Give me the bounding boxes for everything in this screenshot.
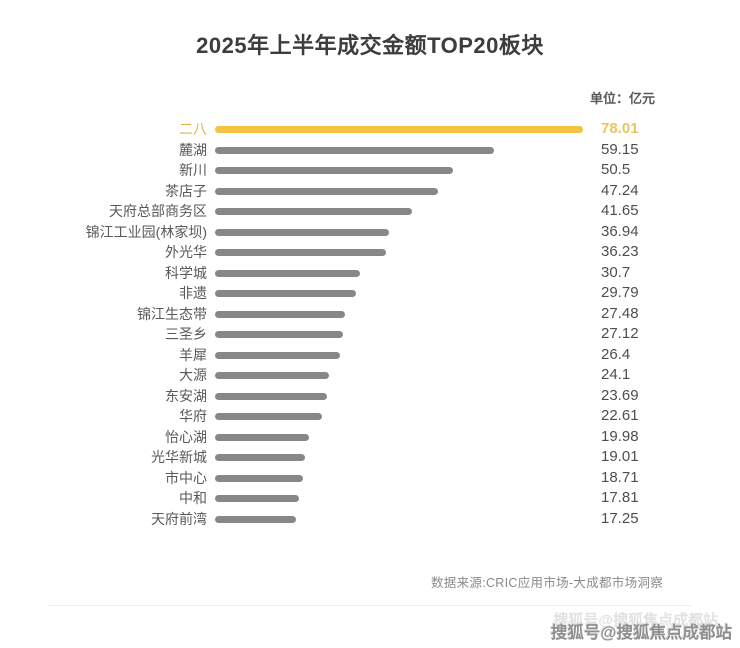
- chart-row: 新川 50.5: [0, 160, 740, 181]
- bar: [215, 290, 356, 297]
- value-label: 27.48: [601, 304, 639, 322]
- chart-row: 三圣乡 27.12: [0, 324, 740, 345]
- category-label: 外光华: [165, 244, 207, 260]
- value-label: 41.65: [601, 202, 639, 219]
- chart-row: 天府总部商务区 41.65: [0, 201, 740, 222]
- category-label: 市中心: [165, 469, 207, 486]
- value-label: 17.81: [601, 489, 639, 506]
- bar: [215, 454, 305, 461]
- chart-row: 羊犀 26.4: [0, 345, 740, 366]
- value-label: 36.23: [601, 243, 639, 260]
- chart-row: 二八 78.01: [0, 119, 740, 140]
- value-label: 36.94: [601, 222, 639, 240]
- value-label: 30.7: [601, 263, 631, 281]
- chart-row: 麓湖 59.15: [0, 140, 740, 161]
- unit-label: 单位：亿元: [589, 91, 655, 106]
- category-label: 三圣乡: [165, 326, 207, 342]
- bar: [215, 392, 327, 400]
- bar: [215, 208, 412, 215]
- chart-row: 东安湖 23.69: [0, 386, 740, 407]
- chart-row: 非遗 29.79: [0, 283, 740, 304]
- bar: [215, 433, 310, 441]
- bar: [215, 495, 299, 502]
- category-label: 东安湖: [165, 387, 207, 404]
- value-label: 19.01: [601, 448, 639, 465]
- category-label: 麓湖: [179, 141, 207, 158]
- bar: [215, 228, 390, 236]
- chart-row: 光华新城 19.01: [0, 447, 740, 468]
- category-label: 中和: [179, 490, 207, 506]
- chart-row: 中和 17.81: [0, 488, 740, 509]
- page-title: 2025年上半年成交金额TOP20板块: [196, 33, 544, 58]
- category-label: 华府: [179, 408, 207, 424]
- value-label: 26.4: [601, 345, 631, 363]
- chart-row: 外光华 36.23: [0, 242, 740, 263]
- bar: [215, 474, 304, 482]
- category-label: 天府总部商务区: [109, 203, 207, 219]
- bar: [215, 310, 345, 318]
- category-label: 大源: [179, 367, 207, 383]
- value-label: 23.69: [601, 386, 639, 404]
- chart-row: 怡心湖 19.98: [0, 427, 740, 448]
- category-label: 新川: [179, 162, 207, 178]
- value-label: 19.98: [601, 427, 639, 445]
- category-label: 天府前湾: [151, 510, 207, 527]
- value-label: 17.25: [601, 509, 639, 527]
- category-label: 羊犀: [179, 346, 207, 363]
- bar: [215, 515, 297, 523]
- bar: [215, 331, 343, 338]
- chart-row: 锦江生态带 27.48: [0, 304, 740, 325]
- bar: [215, 249, 386, 256]
- category-label: 非遗: [179, 285, 207, 301]
- chart-row: 市中心 18.71: [0, 468, 740, 489]
- chart-row: 华府 22.61: [0, 406, 740, 427]
- value-label: 50.5: [601, 161, 631, 178]
- bar: [215, 269, 360, 277]
- value-label: 29.79: [601, 284, 639, 301]
- chart-row: 天府前湾 17.25: [0, 509, 740, 530]
- category-label: 光华新城: [151, 449, 207, 465]
- chart-row: 大源 24.1: [0, 365, 740, 386]
- bar: [215, 187, 438, 195]
- bar: [215, 126, 583, 133]
- bar-chart: 二八 78.01 麓湖 59.15 新川 50.5 茶店子 47.24 天府总部商务区 41.65…: [0, 119, 740, 529]
- chart-row: 茶店子 47.24: [0, 181, 740, 202]
- value-label: 22.61: [601, 407, 639, 424]
- category-label: 二八: [179, 121, 207, 137]
- bar: [215, 372, 329, 379]
- category-label: 锦江工业园(林家坝): [85, 223, 207, 240]
- category-label: 锦江生态带: [137, 305, 207, 322]
- category-label: 茶店子: [165, 182, 207, 199]
- chart-row: 科学城 30.7: [0, 263, 740, 284]
- data-source-note: 数据来源:CRIC应用市场-大成都市场洞察: [431, 576, 663, 590]
- value-label: 78.01: [601, 120, 639, 137]
- value-label: 47.24: [601, 181, 639, 199]
- value-label: 27.12: [601, 325, 639, 342]
- value-label: 59.15: [601, 140, 639, 158]
- bar: [215, 167, 454, 174]
- sohu-watermark: 搜狐号@搜狐焦点成都站: [550, 624, 732, 642]
- category-label: 科学城: [165, 264, 207, 281]
- bar: [215, 413, 322, 420]
- bar: [215, 146, 494, 154]
- category-label: 怡心湖: [165, 428, 207, 445]
- value-label: 18.71: [601, 468, 639, 486]
- value-label: 24.1: [601, 366, 631, 383]
- bottom-divider: [48, 605, 691, 606]
- bar: [215, 351, 340, 359]
- watermark-echo: 搜狐号@搜狐焦点成都站: [553, 612, 718, 629]
- chart-row: 锦江工业园(林家坝) 36.94: [0, 222, 740, 243]
